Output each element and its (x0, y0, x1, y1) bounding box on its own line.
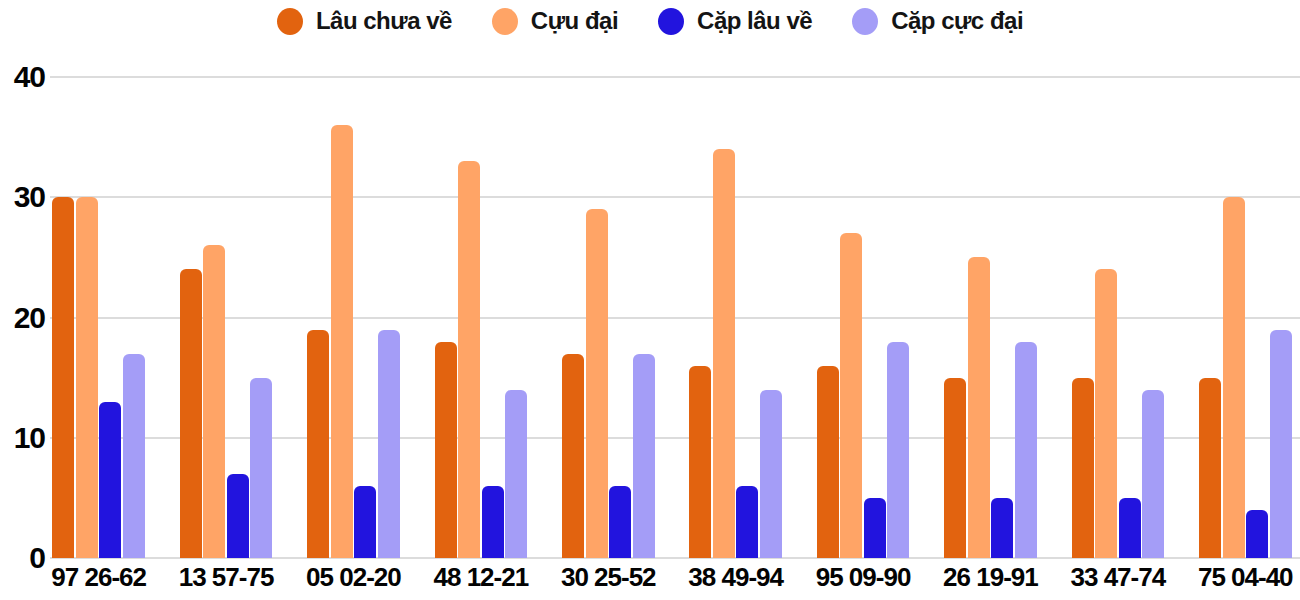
bar-lâu-chưa-về-1[interactable] (180, 269, 202, 558)
bar-lâu-chưa-về-2[interactable] (307, 330, 329, 558)
bar-cặp-cực-đại-4[interactable] (633, 354, 655, 558)
chart-legend: Lâu chưa về Cựu đại Cặp lâu về Cặp cực đại (0, 7, 1300, 35)
bar-cặp-lâu-về-0[interactable] (99, 402, 121, 558)
bar-group-5 (689, 77, 782, 558)
bar-cặp-lâu-về-1[interactable] (227, 474, 249, 558)
bar-cựu-đại-0[interactable] (76, 197, 98, 558)
bar-cựu-đại-6[interactable] (840, 233, 862, 558)
bar-cặp-cực-đại-1[interactable] (250, 378, 272, 558)
bar-cựu-đại-2[interactable] (331, 125, 353, 558)
bar-group-7 (944, 77, 1037, 558)
legend-label: Cựu đại (531, 7, 618, 35)
x-tick-label-1: 13 57-75 (179, 562, 274, 593)
bar-cặp-lâu-về-9[interactable] (1246, 510, 1268, 558)
x-tick-label-7: 26 19-91 (943, 562, 1038, 593)
bar-group-1 (180, 77, 273, 558)
plot-area (50, 77, 1300, 558)
legend-label: Cặp cực đại (891, 7, 1023, 35)
bar-cựu-đại-1[interactable] (203, 245, 225, 558)
x-tick-label-4: 30 25-52 (561, 562, 656, 593)
legend-marker-icon (277, 8, 303, 35)
bar-lâu-chưa-về-7[interactable] (944, 378, 966, 558)
x-tick-label-8: 33 47-74 (1071, 562, 1166, 593)
bar-group-3 (435, 77, 528, 558)
bar-cựu-đại-5[interactable] (713, 149, 735, 558)
y-tick-label-10: 10 (0, 421, 45, 455)
x-tick-label-9: 75 04-40 (1198, 562, 1293, 593)
legend-item-1[interactable]: Cựu đại (492, 7, 618, 35)
bar-lâu-chưa-về-4[interactable] (562, 354, 584, 558)
bar-cặp-cực-đại-6[interactable] (887, 342, 909, 558)
bar-group-0 (52, 77, 145, 558)
bar-cặp-cực-đại-5[interactable] (760, 390, 782, 558)
bar-cặp-cực-đại-9[interactable] (1270, 330, 1292, 558)
x-axis: 97 26-62 13 57-75 05 02-20 48 12-21 30 25-52… (0, 562, 1300, 596)
bar-cặp-cực-đại-8[interactable] (1142, 390, 1164, 558)
bar-cựu-đại-7[interactable] (968, 257, 990, 558)
bar-group-9 (1199, 77, 1292, 558)
bar-group-2 (307, 77, 400, 558)
bar-cặp-lâu-về-7[interactable] (991, 498, 1013, 558)
bar-cựu-đại-9[interactable] (1223, 197, 1245, 558)
bar-cặp-lâu-về-2[interactable] (354, 486, 376, 558)
bar-cặp-cực-đại-7[interactable] (1015, 342, 1037, 558)
bar-lâu-chưa-về-9[interactable] (1199, 378, 1221, 558)
bar-lâu-chưa-về-8[interactable] (1072, 378, 1094, 558)
bar-cặp-lâu-về-4[interactable] (609, 486, 631, 558)
bar-lâu-chưa-về-3[interactable] (435, 342, 457, 558)
x-tick-label-2: 05 02-20 (306, 562, 401, 593)
bar-group-6 (817, 77, 910, 558)
bar-group-4 (562, 77, 655, 558)
bar-cặp-cực-đại-2[interactable] (378, 330, 400, 558)
legend-item-3[interactable]: Cặp cực đại (852, 7, 1023, 35)
legend-label: Lâu chưa về (316, 7, 452, 35)
bar-cặp-cực-đại-0[interactable] (123, 354, 145, 558)
bar-lâu-chưa-về-0[interactable] (52, 197, 74, 558)
bar-lâu-chưa-về-5[interactable] (689, 366, 711, 558)
bar-group-8 (1072, 77, 1165, 558)
legend-item-0[interactable]: Lâu chưa về (277, 7, 452, 35)
bar-chart: Lâu chưa vềCựu đạiCặp lâu vềCặp cực đại … (0, 0, 1300, 600)
legend-marker-icon (492, 8, 518, 35)
legend-item-2[interactable]: Cặp lâu về (658, 7, 812, 35)
bar-cựu-đại-4[interactable] (586, 209, 608, 558)
legend-label: Cặp lâu về (697, 7, 812, 35)
bar-cựu-đại-8[interactable] (1095, 269, 1117, 558)
y-tick-label-30: 30 (0, 180, 45, 214)
y-tick-label-20: 20 (0, 301, 45, 335)
bar-cựu-đại-3[interactable] (458, 161, 480, 558)
x-tick-label-3: 48 12-21 (434, 562, 529, 593)
x-tick-label-5: 38 49-94 (688, 562, 783, 593)
bar-cặp-lâu-về-8[interactable] (1119, 498, 1141, 558)
bar-cặp-lâu-về-3[interactable] (482, 486, 504, 558)
y-tick-label-40: 40 (0, 60, 45, 94)
legend-marker-icon (852, 8, 878, 35)
x-tick-label-0: 97 26-62 (51, 562, 146, 593)
bar-cặp-lâu-về-6[interactable] (864, 498, 886, 558)
legend-marker-icon (658, 8, 684, 35)
bar-cặp-lâu-về-5[interactable] (736, 486, 758, 558)
bar-lâu-chưa-về-6[interactable] (817, 366, 839, 558)
x-tick-label-6: 95 09-90 (816, 562, 911, 593)
bar-cặp-cực-đại-3[interactable] (505, 390, 527, 558)
